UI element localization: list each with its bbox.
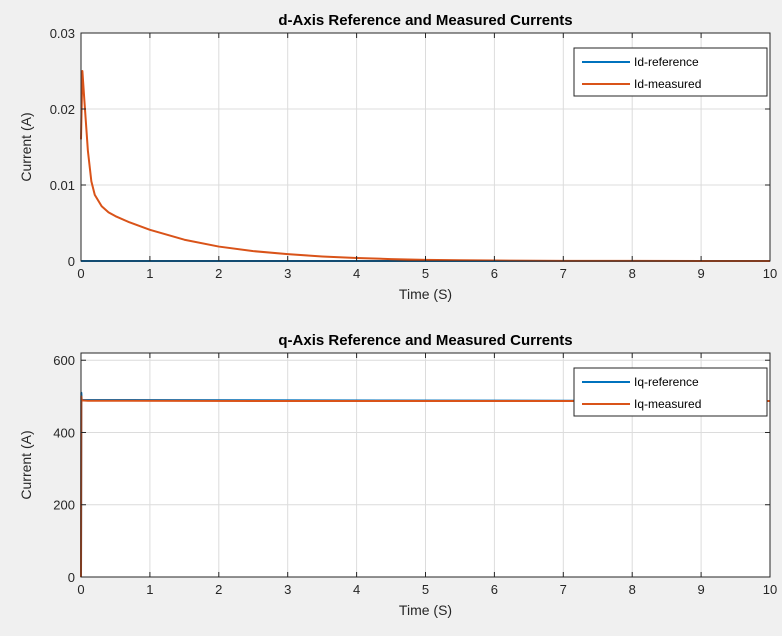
x-tick-label: 6: [491, 582, 498, 597]
y-tick-label: 0.01: [50, 178, 75, 193]
chart-title: q-Axis Reference and Measured Currents: [278, 332, 572, 349]
x-tick-label: 7: [560, 266, 567, 281]
x-tick-label: 1: [146, 582, 153, 597]
x-tick-label: 5: [422, 582, 429, 597]
x-axis-label: Time (S): [399, 286, 452, 302]
x-tick-label: 3: [284, 582, 291, 597]
y-tick-label: 200: [53, 498, 75, 513]
legend-label-1: Iq-reference: [634, 375, 699, 389]
x-axis-label: Time (S): [399, 602, 452, 618]
legend-box: [573, 367, 768, 417]
x-tick-label: 10: [763, 582, 777, 597]
legend-box: [573, 47, 768, 97]
x-tick-label: 5: [422, 266, 429, 281]
chart-title: d-Axis Reference and Measured Currents: [278, 12, 572, 29]
y-axis-label: Current (A): [18, 430, 34, 499]
x-tick-label: 9: [697, 266, 704, 281]
x-tick-label: 6: [491, 266, 498, 281]
x-tick-label: 4: [353, 266, 360, 281]
y-tick-label: 0.02: [50, 102, 75, 117]
y-tick-label: 400: [53, 425, 75, 440]
x-tick-label: 9: [697, 582, 704, 597]
x-tick-label: 2: [215, 582, 222, 597]
legend-label-2: Id-measured: [634, 77, 701, 91]
x-tick-label: 3: [284, 266, 291, 281]
legend: Iq-reference Iq-measured: [573, 367, 768, 417]
chart-2: 0 1 2 3 4 5 6 7 8 9 10 0 200 400 600 q-Axis Reference a…: [18, 332, 777, 618]
legend-label-1: Id-reference: [634, 55, 699, 69]
x-tick-label: 8: [629, 582, 636, 597]
x-tick-label: 1: [146, 266, 153, 281]
x-tick-label: 4: [353, 582, 360, 597]
y-tick-label: 0: [68, 254, 75, 269]
x-tick-label: 10: [763, 266, 777, 281]
x-tick-label: 7: [560, 582, 567, 597]
x-tick-label: 2: [215, 266, 222, 281]
y-tick-label: 600: [53, 353, 75, 368]
legend: Id-reference Id-measured: [573, 47, 768, 97]
x-tick-label: 0: [77, 582, 84, 597]
y-tick-label: 0: [68, 570, 75, 585]
y-tick-label: 0.03: [50, 26, 75, 41]
chart-1: 0 1 2 3 4 5 6 7 8 9 10 0 0.01 0.02 0.03 d-Axis Referenc…: [18, 12, 777, 302]
y-axis-label: Current (A): [18, 112, 34, 181]
x-tick-label: 0: [77, 266, 84, 281]
legend-label-2: Iq-measured: [634, 397, 701, 411]
x-tick-label: 8: [629, 266, 636, 281]
